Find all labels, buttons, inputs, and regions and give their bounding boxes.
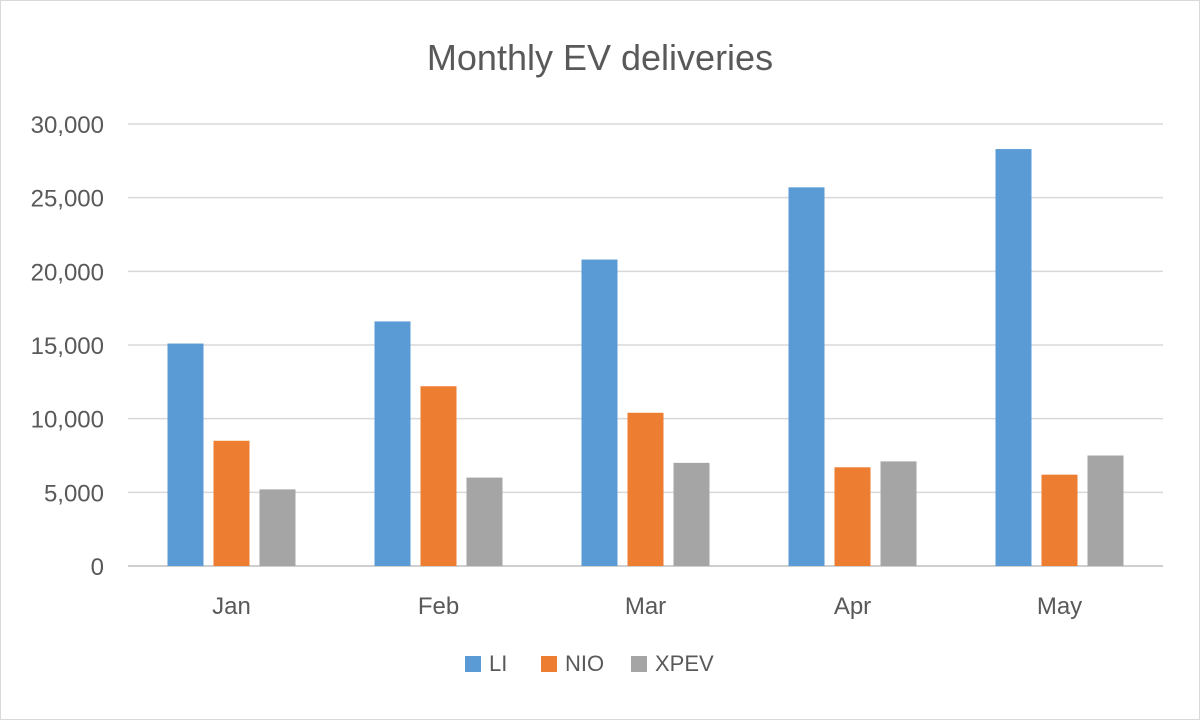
legend-swatch-li <box>465 656 481 672</box>
x-tick-label: Feb <box>418 593 459 620</box>
bar-nio-apr <box>834 467 871 566</box>
y-axis: 0 5,000 10,000 15,000 20,000 25,000 30,000 <box>31 112 104 581</box>
x-tick-label: Apr <box>834 593 871 620</box>
bar-nio-feb <box>420 386 457 566</box>
bar-xpev-apr <box>880 461 917 566</box>
bar-li-mar <box>581 259 618 566</box>
x-tick-label: Mar <box>625 593 666 620</box>
legend-swatch-xpev <box>631 656 647 672</box>
legend-swatch-nio <box>541 656 557 672</box>
y-tick-label: 10,000 <box>31 407 104 434</box>
x-axis: Jan Feb Mar Apr May <box>212 593 1082 620</box>
y-tick-label: 30,000 <box>31 112 104 139</box>
chart-title: Monthly EV deliveries <box>427 37 773 78</box>
y-tick-label: 0 <box>91 554 104 581</box>
legend-label-nio: NIO <box>565 651 604 676</box>
bars <box>167 149 1124 566</box>
bar-li-apr <box>788 187 825 566</box>
bar-li-may <box>995 149 1032 566</box>
legend-label-xpev: XPEV <box>655 651 714 676</box>
legend-label-li: LI <box>489 651 507 676</box>
bar-xpev-feb <box>466 477 503 566</box>
bar-xpev-mar <box>673 462 710 566</box>
gridlines <box>128 123 1163 567</box>
bar-li-feb <box>374 321 411 566</box>
bar-nio-may <box>1041 474 1078 566</box>
x-tick-label: Jan <box>212 593 251 620</box>
bar-nio-jan <box>213 440 250 566</box>
bar-xpev-jan <box>259 489 296 566</box>
y-tick-label: 5,000 <box>44 480 104 507</box>
y-tick-label: 15,000 <box>31 333 104 360</box>
legend: LI NIO XPEV <box>465 651 714 676</box>
bar-nio-mar <box>627 412 664 566</box>
x-tick-label: May <box>1037 593 1082 620</box>
y-tick-label: 20,000 <box>31 259 104 286</box>
bar-li-jan <box>167 343 204 566</box>
y-tick-label: 25,000 <box>31 186 104 213</box>
bar-xpev-may <box>1087 455 1124 566</box>
